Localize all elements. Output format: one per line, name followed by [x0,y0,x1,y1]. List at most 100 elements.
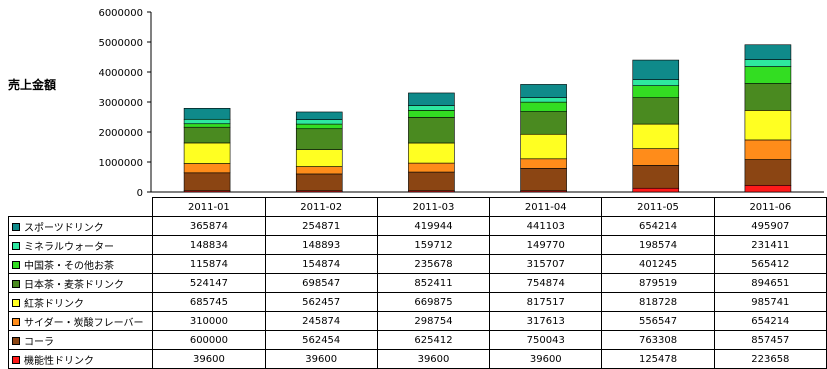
y-tick-label: 2000000 [98,128,143,139]
legend-key [12,299,20,307]
table-cell: 235678 [377,255,489,274]
table-cell: 223658 [714,350,826,369]
bar-segment [184,173,230,191]
table-cell: 115874 [153,255,265,274]
table-cell: 154874 [265,255,377,274]
legend-key [12,223,20,231]
series-name: サイダー・炭酸フレーバー [24,318,144,329]
series-name: 中国茶・その他お茶 [24,261,114,272]
series-label: コーラ [9,331,153,350]
bar-segment [745,45,791,60]
bar-segment [184,127,230,143]
bar-segment [296,120,342,124]
table-cell: 685745 [153,293,265,312]
table-cell: 698547 [265,274,377,293]
bar-segment [184,119,230,123]
bar-segment [184,124,230,127]
table-cell: 317613 [490,312,602,331]
table-row: ミネラルウォーター 148834 148893 159712 149770 198574 2… [9,236,827,255]
table-cell: 818728 [602,293,714,312]
series-name: 紅茶ドリンク [24,299,84,310]
bar-segment [521,84,567,97]
table-cell: 763308 [602,331,714,350]
table-row: サイダー・炭酸フレーバー 310000 245874 298754 317613 5565… [9,312,827,331]
legend-key [12,242,20,250]
table-row: スポーツドリンク 365874 254871 419944 441103 654214 49… [9,217,827,236]
table-cell: 39600 [490,350,602,369]
series-label: 紅茶ドリンク [9,293,153,312]
series-name: 機能性ドリンク [24,356,94,367]
table-cell: 245874 [265,312,377,331]
bar-segment [633,149,679,166]
bar-segment [745,60,791,67]
category-header: 2011-04 [490,198,602,217]
bar-segment [184,164,230,173]
table-cell: 562454 [265,331,377,350]
series-label: 中国茶・その他お茶 [9,255,153,274]
bar-segment [408,93,454,106]
bar-segment [184,143,230,164]
table-cell: 159712 [377,236,489,255]
series-label: 日本茶・麦茶ドリンク [9,274,153,293]
table-cell: 401245 [602,255,714,274]
bar-segment [745,185,791,192]
table-corner [9,198,153,217]
table-cell: 198574 [602,236,714,255]
bar-segment [521,112,567,135]
table-cell: 365874 [153,217,265,236]
series-label: ミネラルウォーター [9,236,153,255]
table-cell: 625412 [377,331,489,350]
bar-segment [633,80,679,86]
category-header: 2011-01 [153,198,265,217]
y-tick-label: 5000000 [98,38,143,49]
table-cell: 857457 [714,331,826,350]
table-header-row: 2011-01 2011-02 2011-03 2011-04 2011-05 2011-… [9,198,827,217]
bar-segment [521,159,567,169]
bar-segment [633,98,679,124]
table-cell: 315707 [490,255,602,274]
y-tick-label: 3000000 [98,98,143,109]
table-cell: 231411 [714,236,826,255]
category-header: 2011-02 [265,198,377,217]
y-tick-label: 6000000 [98,8,143,19]
bar-segment [745,67,791,84]
table-cell: 565412 [714,255,826,274]
series-label: 機能性ドリンク [9,350,153,369]
table-cell: 148893 [265,236,377,255]
bar-segment [408,143,454,163]
table-cell: 441103 [490,217,602,236]
bar-segment [408,110,454,117]
bar-segment [633,86,679,98]
table-row: 紅茶ドリンク 685745 562457 669875 817517 818728 9857… [9,293,827,312]
bar-segment [296,129,342,150]
series-name: コーラ [24,337,54,348]
table-cell: 524147 [153,274,265,293]
table-cell: 298754 [377,312,489,331]
table-row: コーラ 600000 562454 625412 750043 763308 857457 [9,331,827,350]
table-cell: 654214 [602,217,714,236]
table-cell: 419944 [377,217,489,236]
table-cell: 310000 [153,312,265,331]
table-cell: 149770 [490,236,602,255]
table-cell: 894651 [714,274,826,293]
bar-segment [521,168,567,191]
series-label: サイダー・炭酸フレーバー [9,312,153,331]
bar-segment [408,106,454,111]
table-cell: 600000 [153,331,265,350]
series-label: スポーツドリンク [9,217,153,236]
data-table: 2011-01 2011-02 2011-03 2011-04 2011-05 2011-… [8,197,827,369]
legend-key [12,280,20,288]
bar-segment [184,108,230,119]
bar-segment [408,163,454,172]
legend-key [12,356,20,364]
table-cell: 669875 [377,293,489,312]
bar-segment [296,112,342,120]
bar-segment [521,102,567,111]
table-row: 中国茶・その他お茶 115874 154874 235678 315707 401245 5… [9,255,827,274]
bar-segment [633,60,679,80]
category-header: 2011-03 [377,198,489,217]
bar-segment [633,165,679,188]
series-name: スポーツドリンク [24,223,104,234]
table-cell: 125478 [602,350,714,369]
y-tick-label: 1000000 [98,158,143,169]
